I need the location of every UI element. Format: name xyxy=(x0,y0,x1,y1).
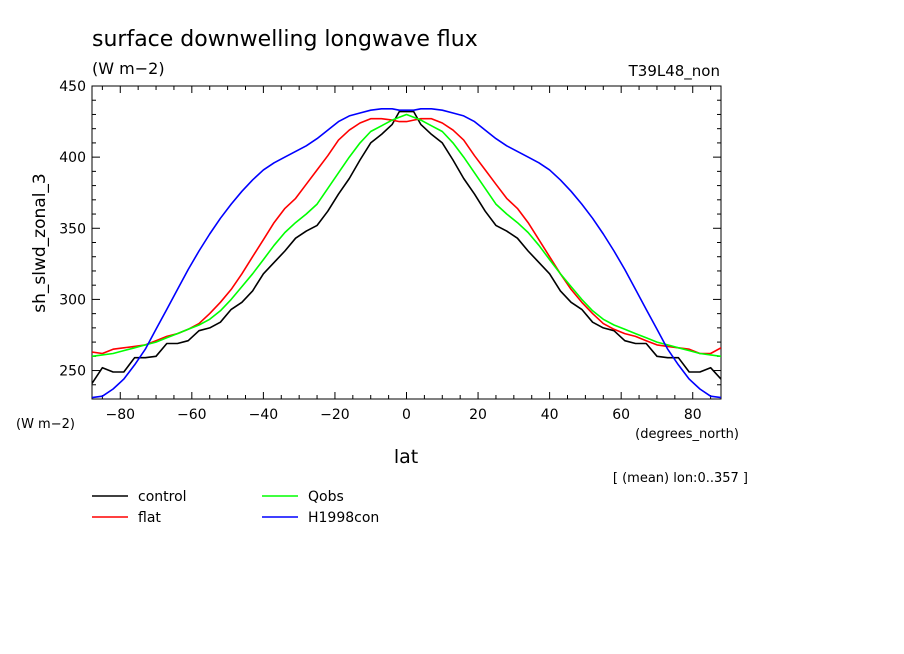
x-tick-label: 20 xyxy=(469,407,487,423)
x-tick-label: −80 xyxy=(105,407,135,423)
legend: control flat Qobs H1998con xyxy=(92,489,379,526)
x-tick-label: 40 xyxy=(541,407,559,423)
y-tick-label: 350 xyxy=(59,221,86,237)
run-label: T39L48_non xyxy=(628,62,720,81)
chart-title: surface downwelling longwave flux xyxy=(92,27,478,52)
y-axis-ticks: 250 300 350 400 450 xyxy=(59,79,721,386)
legend-label: flat xyxy=(138,510,161,526)
legend-label: Qobs xyxy=(308,489,344,505)
x-tick-label: −20 xyxy=(320,407,350,423)
footnote: [ (mean) lon:0..357 ] xyxy=(613,471,748,486)
x-tick-label: 60 xyxy=(612,407,630,423)
series-line-qobs xyxy=(92,113,721,358)
y-tick-label: 300 xyxy=(59,292,86,308)
y-axis-units: (W m−2) xyxy=(16,417,75,432)
x-tick-label: 80 xyxy=(684,407,702,423)
y-tick-label: 450 xyxy=(59,79,86,95)
plot-frame xyxy=(91,85,722,400)
x-axis-units: (degrees_north) xyxy=(635,427,739,442)
x-tick-label: −60 xyxy=(177,407,207,423)
series-line-h1998con xyxy=(92,108,721,399)
x-axis-label: lat xyxy=(394,446,418,468)
series-line-control xyxy=(92,110,721,384)
x-tick-label: −40 xyxy=(249,407,279,423)
legend-label: control xyxy=(138,489,187,505)
series-layer xyxy=(92,108,721,399)
x-tick-label: 0 xyxy=(402,407,411,423)
x-axis-ticks: −80 −60 −40 −20 0 20 40 60 80 xyxy=(101,86,712,423)
title-units: (W m−2) xyxy=(92,59,165,78)
y-axis-label: sh_slwd_zonal_3 xyxy=(30,173,50,312)
y-tick-label: 250 xyxy=(59,364,86,380)
legend-label: H1998con xyxy=(308,510,379,526)
y-tick-label: 400 xyxy=(59,150,86,166)
series-line-flat xyxy=(92,117,721,355)
